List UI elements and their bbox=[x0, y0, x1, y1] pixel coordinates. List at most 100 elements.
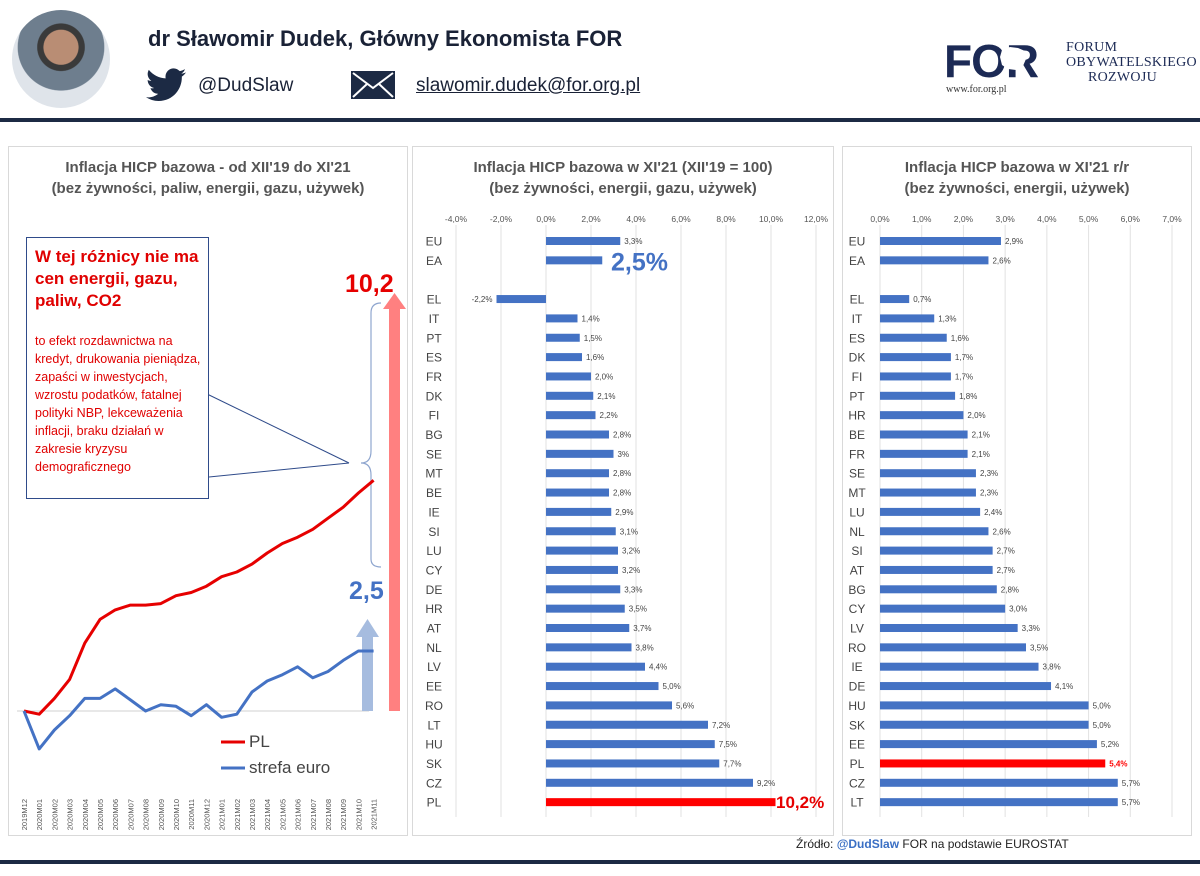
data-label: 2,8% bbox=[613, 489, 631, 498]
logo-line-2: OBYWATELSKIEGO bbox=[1066, 55, 1197, 70]
bar bbox=[880, 643, 1026, 652]
header: dr Sławomir Dudek, Główny Ekonomista FOR… bbox=[0, 0, 1200, 118]
data-label: 4,1% bbox=[1055, 682, 1073, 691]
data-label: 4,4% bbox=[649, 663, 667, 672]
bar bbox=[546, 237, 621, 245]
bar bbox=[880, 333, 947, 342]
bar bbox=[546, 372, 591, 381]
bar bbox=[880, 682, 1052, 691]
bar bbox=[546, 624, 630, 632]
bar-chart-panel-yoy: Inflacja HICP bazowa w XI'21 r/r (bez ży… bbox=[842, 146, 1192, 836]
bar bbox=[880, 430, 968, 439]
category-label: EL bbox=[427, 293, 442, 307]
category-label: SI bbox=[851, 544, 862, 558]
data-label: 3% bbox=[618, 450, 630, 459]
bar bbox=[880, 778, 1118, 787]
x-tick-label: 2021M04 bbox=[263, 799, 272, 830]
bar-chart-yoy: 0,0% 1,0% 2,0% 3,0% 4,0% 5,0% 6,0% 7,0% EU 2,9% EA… bbox=[848, 214, 1182, 817]
callout-headline: W tej różnicy nie ma cen energii, gazu, … bbox=[35, 247, 199, 310]
category-label: SI bbox=[428, 525, 439, 539]
data-label: 2,8% bbox=[1001, 585, 1019, 594]
data-label: 3,2% bbox=[622, 566, 640, 575]
category-label: NL bbox=[426, 641, 442, 655]
x-tick-label: -4,0% bbox=[445, 214, 468, 224]
data-label: 2,8% bbox=[613, 469, 631, 478]
category-label: ES bbox=[426, 351, 442, 365]
callout-box: W tej różnicy nie ma cen energii, gazu, … bbox=[26, 237, 209, 499]
callout-pointer-bottom bbox=[208, 462, 350, 478]
data-label: 2,8% bbox=[613, 431, 631, 440]
data-label: 1,5% bbox=[584, 334, 602, 343]
data-label: 3,5% bbox=[629, 605, 647, 614]
data-label: 2,9% bbox=[1005, 237, 1023, 246]
x-tick-label: 4,0% bbox=[1037, 214, 1057, 224]
data-label: 5,4% bbox=[1109, 759, 1127, 768]
category-label: PL bbox=[850, 757, 865, 771]
data-label: 1,4% bbox=[582, 314, 600, 323]
data-label: 3,2% bbox=[622, 547, 640, 556]
twitter-handle[interactable]: @DudSlaw bbox=[198, 75, 294, 96]
data-label: 2,1% bbox=[972, 450, 990, 459]
data-label: 3,3% bbox=[624, 237, 642, 246]
category-label: PT bbox=[426, 331, 442, 345]
data-label: 2,7% bbox=[997, 566, 1015, 575]
category-label: SK bbox=[426, 757, 442, 771]
data-label: 5,0% bbox=[663, 682, 681, 691]
panel1-title: Inflacja HICP bazowa - od XII'19 do XI'2… bbox=[65, 159, 351, 176]
data-label: 1,3% bbox=[938, 314, 956, 323]
bar bbox=[880, 391, 956, 400]
bar bbox=[546, 449, 614, 458]
bar bbox=[546, 720, 708, 729]
twitter-bird-icon[interactable] bbox=[146, 68, 186, 102]
bar bbox=[546, 391, 594, 400]
data-label: 2,0% bbox=[967, 411, 985, 420]
euro-series-line bbox=[22, 649, 374, 751]
data-label: 3,1% bbox=[620, 527, 638, 536]
category-label: IE bbox=[851, 660, 862, 674]
data-label: 2,0% bbox=[595, 372, 613, 381]
data-label: 2,9% bbox=[615, 508, 633, 517]
poland-map-icon bbox=[1000, 47, 1026, 70]
email-link[interactable]: slawomir.dudek@for.org.pl bbox=[416, 75, 641, 96]
x-tick-label: 2021M09 bbox=[339, 799, 348, 830]
bar bbox=[880, 353, 951, 362]
x-tick-label: 2020M07 bbox=[126, 799, 135, 830]
x-tick-label: 12,0% bbox=[804, 214, 829, 224]
category-label: RO bbox=[848, 641, 866, 655]
bar bbox=[546, 682, 659, 691]
panel1-subtitle: (bez żywności, paliw, energii, gazu, uży… bbox=[51, 180, 365, 197]
pl-gap-arrow-shaft bbox=[389, 307, 400, 711]
data-label: 5,2% bbox=[1101, 740, 1119, 749]
category-label: CZ bbox=[426, 776, 442, 790]
data-label: 3,5% bbox=[1030, 643, 1048, 652]
category-label: DK bbox=[849, 351, 866, 365]
logo-line-1: FORUM bbox=[1066, 40, 1118, 55]
category-label: EA bbox=[849, 254, 865, 268]
bar bbox=[546, 507, 612, 516]
x-tick-label: 2021M11 bbox=[370, 799, 379, 830]
bar bbox=[546, 585, 621, 594]
bar bbox=[546, 759, 720, 768]
panel3-title: Inflacja HICP bazowa w XI'21 r/r bbox=[904, 159, 1130, 176]
data-label: 1,6% bbox=[586, 353, 604, 362]
bar bbox=[880, 507, 981, 516]
data-label: 2,4% bbox=[984, 508, 1002, 517]
logo-line-3: ROZWOJU bbox=[1088, 70, 1157, 85]
category-label: CZ bbox=[849, 776, 865, 790]
data-label: 1,7% bbox=[955, 372, 973, 381]
x-tick-label: 2020M01 bbox=[35, 799, 44, 830]
bar bbox=[546, 333, 580, 342]
category-label: CY bbox=[426, 563, 443, 577]
source-handle[interactable]: @DudSlaw bbox=[836, 837, 900, 851]
bar bbox=[546, 353, 582, 362]
callout-pointer-top bbox=[204, 392, 350, 464]
bar bbox=[546, 643, 632, 652]
bar bbox=[880, 411, 964, 420]
x-tick-label: 2020M08 bbox=[142, 799, 151, 830]
category-label: EE bbox=[849, 738, 865, 752]
category-label: SE bbox=[426, 447, 442, 461]
bar bbox=[880, 740, 1097, 749]
bar bbox=[880, 488, 976, 497]
category-label: MT bbox=[848, 486, 866, 500]
author-name: dr Sławomir Dudek, Główny Ekonomista FOR bbox=[148, 26, 623, 51]
